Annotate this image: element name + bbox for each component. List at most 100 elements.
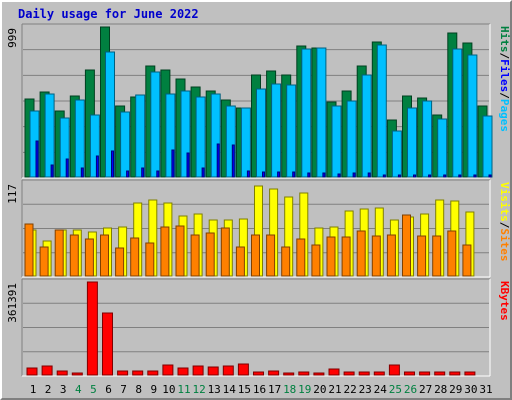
x-tick-label-day-19: 19: [298, 383, 311, 396]
bar-pages-day-31: [488, 174, 492, 178]
x-tick-label-day-8: 8: [135, 383, 142, 396]
bar-pages-day-4: [80, 167, 84, 178]
files_label: Files: [498, 59, 511, 92]
bar-sites-day-10: [160, 226, 170, 277]
bar-pages-day-2: [50, 164, 54, 178]
bar-pages-day-13: [216, 143, 220, 178]
bar-files-day-18: [286, 84, 297, 178]
x-tick-label-day-31: 31: [479, 383, 492, 396]
bar-files-day-2: [44, 93, 55, 178]
bar-pages-day-9: [156, 170, 160, 178]
slash2: /: [498, 92, 511, 99]
bar-pages-day-1: [35, 140, 39, 178]
bar-sites-day-22: [341, 236, 351, 277]
bar-sites-day-13: [205, 232, 215, 277]
y-axis-legend-hits-files-pages: Hits/Files/Pages: [498, 26, 511, 132]
bar-pages-day-8: [141, 167, 145, 178]
bar-kbytes-day-30: [464, 371, 476, 376]
bar-pages-day-3: [65, 158, 69, 178]
bar-pages-day-11: [186, 152, 190, 178]
kbytes_label: KBytes: [498, 281, 511, 321]
bar-files-day-17: [271, 83, 282, 178]
x-tick-label-day-9: 9: [150, 383, 157, 396]
x-tick-label-day-17: 17: [268, 383, 281, 396]
bar-kbytes-day-4: [71, 372, 83, 376]
bar-pages-day-6: [111, 150, 114, 178]
slash3: /: [498, 222, 511, 229]
bar-sites-day-1: [24, 223, 34, 277]
bar-pages-day-15: [246, 170, 250, 178]
bar-files-day-13: [210, 93, 221, 178]
x-tick-label-day-13: 13: [208, 383, 221, 396]
x-tick-label-day-16: 16: [253, 383, 266, 396]
bar-kbytes-day-8: [132, 370, 144, 376]
bar-files-day-12: [195, 96, 206, 178]
bar-kbytes-day-1: [26, 367, 38, 376]
x-tick-label-day-20: 20: [313, 383, 326, 396]
x-tick-label-day-25: 25: [389, 383, 402, 396]
y-axis-max-label-visits-sites: 117: [6, 184, 19, 204]
bar-sites-day-24: [371, 235, 381, 277]
bar-files-day-8: [135, 94, 146, 178]
x-tick-label-day-14: 14: [223, 383, 237, 396]
bar-kbytes-day-17: [268, 370, 280, 376]
bar-pages-day-24: [382, 174, 386, 178]
bar-sites-day-20: [311, 244, 321, 277]
bar-pages-day-7: [126, 170, 130, 178]
x-tick-label-day-27: 27: [419, 383, 432, 396]
bar-pages-day-21: [337, 173, 341, 178]
bar-sites-day-28: [432, 235, 442, 277]
x-tick-label-day-4: 4: [75, 383, 82, 396]
bar-kbytes-day-26: [404, 371, 415, 376]
bar-sites-day-5: [84, 238, 94, 277]
bar-sites-day-8: [130, 237, 140, 277]
x-tick-label-day-23: 23: [359, 383, 372, 396]
bar-files-day-19: [301, 48, 312, 178]
x-tick-label-day-29: 29: [449, 383, 462, 396]
x-tick-label-day-18: 18: [283, 383, 296, 396]
bar-files-day-27: [422, 100, 433, 178]
bar-sites-day-2: [39, 246, 49, 277]
bar-files-day-30: [467, 54, 478, 178]
bar-kbytes-day-16: [253, 371, 264, 376]
bar-pages-day-29: [458, 174, 462, 178]
x-tick-label-day-21: 21: [328, 383, 341, 396]
bar-files-day-1: [29, 110, 40, 178]
bar-files-day-24: [376, 44, 387, 178]
bar-files-day-23: [361, 74, 372, 178]
bar-sites-day-16: [251, 234, 260, 277]
bar-pages-day-23: [367, 172, 371, 178]
bar-files-day-7: [120, 111, 131, 178]
bar-kbytes-day-28: [434, 371, 446, 376]
bar-files-day-15: [240, 107, 251, 178]
y-axis-max-label-kbytes: 361391: [6, 283, 19, 323]
y-axis-legend-kbytes: KBytes: [498, 281, 511, 321]
bar-sites-day-14: [220, 227, 230, 277]
x-tick-label-day-2: 2: [45, 383, 52, 396]
bar-sites-day-18: [281, 246, 291, 277]
y-axis-max-label-hits-files-pages: 999: [6, 28, 19, 48]
bar-pages-day-20: [322, 172, 326, 178]
bar-files-day-11: [180, 90, 191, 178]
bar-kbytes-day-19: [298, 371, 310, 376]
x-tick-label-day-22: 22: [343, 383, 356, 396]
bar-pages-day-19: [307, 172, 311, 178]
x-tick-label-day-15: 15: [238, 383, 251, 396]
bar-files-day-9: [150, 71, 161, 178]
bar-kbytes-day-3: [56, 370, 68, 376]
bar-sites-day-19: [296, 238, 306, 277]
bar-kbytes-day-9: [147, 370, 159, 376]
bar-files-day-20: [316, 47, 327, 178]
bar-kbytes-day-27: [419, 371, 431, 376]
bar-kbytes-day-13: [207, 366, 219, 376]
bar-kbytes-day-29: [449, 371, 461, 376]
bar-sites-day-27: [417, 235, 427, 277]
y-axis-legend-visits-sites: Visits/Sites: [498, 182, 511, 262]
bar-sites-day-4: [69, 234, 79, 277]
bar-sites-day-6: [100, 234, 109, 277]
bar-sites-day-23: [356, 230, 366, 277]
bar-pages-day-17: [277, 171, 281, 178]
x-tick-label-day-6: 6: [105, 383, 112, 396]
bar-sites-day-7: [115, 247, 125, 277]
x-tick-label-day-28: 28: [434, 383, 447, 396]
